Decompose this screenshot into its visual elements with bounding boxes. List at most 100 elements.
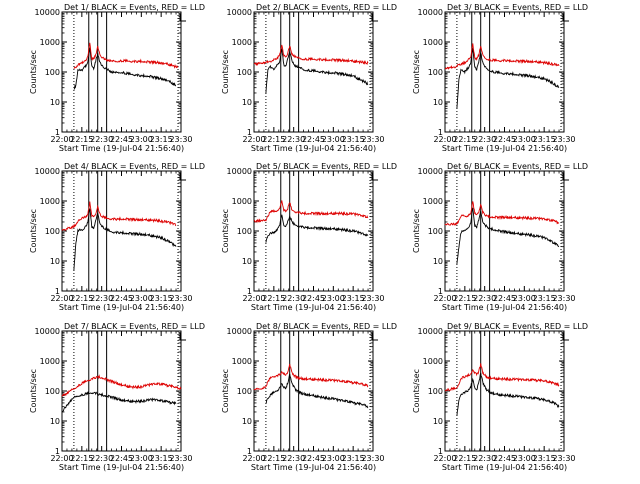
panel-title: Det 1/ BLACK = Events, RED = LLD xyxy=(64,3,205,12)
x-tick-label: 23:30 xyxy=(361,135,384,144)
x-tick-label: 23:00 xyxy=(322,294,345,303)
panel-det-7: Det 7/ BLACK = Events, RED = LLD 1 10 100 10… xyxy=(29,322,205,472)
events-series-line xyxy=(265,373,369,409)
y-tick-label: 10000 xyxy=(227,167,252,176)
x-tick-label: 22:45 xyxy=(302,294,325,303)
events-series-line xyxy=(456,47,560,109)
y-tick-label: 1000 xyxy=(423,38,443,47)
x-tick-label: 23:00 xyxy=(513,454,536,463)
y-tick-label: 1000 xyxy=(232,38,252,47)
x-tick-label: 23:15 xyxy=(150,135,173,144)
y-tick-label: 10000 xyxy=(418,327,443,336)
lld-series-line xyxy=(73,42,179,69)
y-tick-label: 10 xyxy=(50,257,60,266)
corner-bracket xyxy=(371,173,379,181)
y-tick-label: 100 xyxy=(428,387,443,396)
x-tick-label: 23:30 xyxy=(169,294,192,303)
x-tick-label: 22:15 xyxy=(262,135,285,144)
panel-det-3: Det 3/ BLACK = Events, RED = LLD 1 10 100 10… xyxy=(412,3,588,153)
y-tick-label: 100 xyxy=(428,227,443,236)
x-tick-label: 22:45 xyxy=(110,135,133,144)
x-tick-label: 23:00 xyxy=(322,454,345,463)
y-tick-label: 100 xyxy=(45,387,60,396)
x-tick-label: 23:15 xyxy=(533,135,556,144)
panel-title: Det 3/ BLACK = Events, RED = LLD xyxy=(447,3,588,12)
y-tick-label: 1000 xyxy=(40,38,60,47)
lld-series-line xyxy=(253,200,369,224)
x-axis-label: Start Time (19-Jul-04 21:56:40) xyxy=(251,144,376,153)
events-series-line xyxy=(73,208,177,271)
plot-frame xyxy=(61,11,182,133)
y-tick-label: 100 xyxy=(45,68,60,77)
y-tick-label: 100 xyxy=(237,68,252,77)
y-tick-label: 1000 xyxy=(423,197,443,206)
y-tick-label: 10 xyxy=(50,98,60,107)
y-tick-label: 10 xyxy=(50,417,60,426)
y-tick-label: 1 xyxy=(438,447,443,456)
y-tick-label: 100 xyxy=(428,68,443,77)
y-tick-label: 10000 xyxy=(227,8,252,17)
y-tick-label: 10 xyxy=(242,257,252,266)
x-tick-label: 22:30 xyxy=(90,294,113,303)
x-tick-label: 22:15 xyxy=(453,454,476,463)
panel-det-2: Det 2/ BLACK = Events, RED = LLD 1 10 100 10… xyxy=(221,3,397,153)
y-tick-label: 1000 xyxy=(423,357,443,366)
x-tick-label: 23:00 xyxy=(130,454,153,463)
x-tick-label: 23:15 xyxy=(533,454,556,463)
x-tick-label: 23:00 xyxy=(513,135,536,144)
panel-det-1: Det 1/ BLACK = Events, RED = LLD 1 10 100 10… xyxy=(29,3,205,153)
y-tick-label: 1 xyxy=(438,287,443,296)
x-tick-label: 22:30 xyxy=(282,454,305,463)
x-tick-label: 23:00 xyxy=(513,294,536,303)
y-tick-label: 1 xyxy=(55,128,60,137)
x-axis-label: Start Time (19-Jul-04 21:56:40) xyxy=(251,463,376,472)
y-tick-label: 1 xyxy=(55,447,60,456)
lld-series-line xyxy=(444,201,560,226)
y-tick-label: 10000 xyxy=(35,167,60,176)
x-tick-label: 22:45 xyxy=(110,454,133,463)
y-axis-label: Counts/sec xyxy=(412,369,421,413)
x-tick-label: 22:00 xyxy=(242,294,265,303)
panel-det-6: Det 6/ BLACK = Events, RED = LLD 1 10 100 10… xyxy=(412,162,588,312)
x-tick-label: 23:15 xyxy=(150,294,173,303)
x-tick-label: 23:15 xyxy=(150,454,173,463)
x-tick-label: 22:30 xyxy=(282,135,305,144)
panel-title: Det 2/ BLACK = Events, RED = LLD xyxy=(256,3,397,12)
y-tick-label: 10000 xyxy=(227,327,252,336)
y-tick-label: 10000 xyxy=(35,8,60,17)
plot-frame xyxy=(444,330,565,452)
x-tick-label: 23:00 xyxy=(322,135,345,144)
lld-series-line xyxy=(253,44,369,67)
corner-bracket xyxy=(371,333,379,341)
x-axis-label: Start Time (19-Jul-04 21:56:40) xyxy=(59,144,184,153)
panel-title: Det 7/ BLACK = Events, RED = LLD xyxy=(64,322,205,331)
x-tick-label: 23:30 xyxy=(169,454,192,463)
panel-det-9: Det 9/ BLACK = Events, RED = LLD 1 10 100 10… xyxy=(412,322,588,472)
y-tick-label: 10000 xyxy=(35,327,60,336)
x-tick-label: 23:00 xyxy=(130,135,153,144)
x-tick-label: 22:15 xyxy=(453,294,476,303)
y-axis-label: Counts/sec xyxy=(412,209,421,253)
plot-frame xyxy=(61,330,182,452)
plot-frame xyxy=(253,330,374,452)
y-tick-label: 10 xyxy=(242,417,252,426)
x-tick-label: 22:00 xyxy=(50,294,73,303)
x-tick-label: 22:15 xyxy=(262,294,285,303)
x-tick-label: 22:00 xyxy=(50,454,73,463)
panel-det-5: Det 5/ BLACK = Events, RED = LLD 1 10 100 10… xyxy=(221,162,397,312)
x-tick-label: 22:45 xyxy=(110,294,133,303)
y-axis-label: Counts/sec xyxy=(412,50,421,94)
y-axis-label: Counts/sec xyxy=(29,209,38,253)
x-tick-label: 23:15 xyxy=(342,135,365,144)
y-tick-label: 10 xyxy=(433,98,443,107)
y-tick-label: 1 xyxy=(247,287,252,296)
y-tick-label: 1 xyxy=(247,128,252,137)
plot-frame xyxy=(61,170,182,292)
y-tick-label: 10 xyxy=(433,257,443,266)
corner-bracket xyxy=(179,173,187,181)
y-tick-label: 1000 xyxy=(232,197,252,206)
corner-bracket xyxy=(562,333,570,341)
y-axis-label: Counts/sec xyxy=(221,369,230,413)
panel-det-8: Det 8/ BLACK = Events, RED = LLD 1 10 100 10… xyxy=(221,322,397,472)
